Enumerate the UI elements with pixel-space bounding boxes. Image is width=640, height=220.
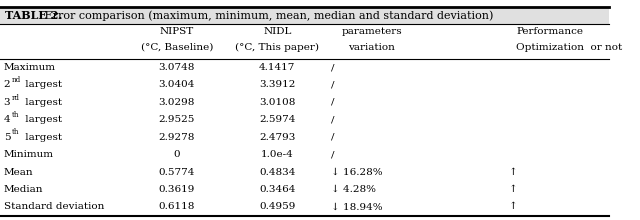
Text: 0.5774: 0.5774 <box>159 168 195 177</box>
Text: 1.0e-4: 1.0e-4 <box>261 150 294 159</box>
Text: rd: rd <box>12 94 20 101</box>
Text: ↑: ↑ <box>509 185 518 194</box>
Text: 3.0298: 3.0298 <box>159 98 195 107</box>
Text: NIPST: NIPST <box>159 27 194 36</box>
Text: Optimization  or not: Optimization or not <box>516 43 623 52</box>
Text: Mean: Mean <box>4 168 33 177</box>
Text: ↑: ↑ <box>509 202 518 211</box>
Bar <box>0 7 609 24</box>
Text: nd: nd <box>12 76 21 84</box>
Text: parameters: parameters <box>341 27 402 36</box>
Text: TABLE 2.: TABLE 2. <box>5 10 62 21</box>
Text: 5: 5 <box>4 133 10 142</box>
Text: /: / <box>331 133 334 142</box>
Text: ↓ 16.28%: ↓ 16.28% <box>331 168 383 177</box>
Text: ↑: ↑ <box>509 168 518 177</box>
Text: Error comparison (maximum, minimum, mean, median and standard deviation): Error comparison (maximum, minimum, mean… <box>42 10 494 21</box>
Text: 2.4793: 2.4793 <box>259 133 296 142</box>
Text: 0.3619: 0.3619 <box>159 185 195 194</box>
Text: ↓ 18.94%: ↓ 18.94% <box>331 202 383 211</box>
Text: 0: 0 <box>173 150 180 159</box>
Text: 2.9525: 2.9525 <box>159 115 195 124</box>
Text: 3.0108: 3.0108 <box>259 98 296 107</box>
Text: /: / <box>331 63 334 72</box>
Text: 0.3464: 0.3464 <box>259 185 296 194</box>
Text: Standard deviation: Standard deviation <box>4 202 104 211</box>
Text: (°C, This paper): (°C, This paper) <box>236 43 319 52</box>
Text: 0.4834: 0.4834 <box>259 168 296 177</box>
Text: 4: 4 <box>4 115 10 124</box>
Text: Minimum: Minimum <box>4 150 54 159</box>
Text: 3.0404: 3.0404 <box>159 81 195 90</box>
Text: NIDL: NIDL <box>263 27 291 36</box>
Text: 2.5974: 2.5974 <box>259 115 296 124</box>
Text: 2: 2 <box>4 81 10 90</box>
Text: 3.3912: 3.3912 <box>259 81 296 90</box>
Text: (°C, Baseline): (°C, Baseline) <box>141 43 213 52</box>
Text: Performance: Performance <box>516 27 584 36</box>
Text: th: th <box>12 128 19 136</box>
Text: Maximum: Maximum <box>4 63 56 72</box>
Text: largest: largest <box>22 115 62 124</box>
Text: Median: Median <box>4 185 43 194</box>
Text: 0.4959: 0.4959 <box>259 202 296 211</box>
Text: /: / <box>331 81 334 90</box>
Text: 0.6118: 0.6118 <box>159 202 195 211</box>
Text: largest: largest <box>22 133 62 142</box>
Text: 3: 3 <box>4 98 10 107</box>
Text: largest: largest <box>22 81 62 90</box>
Text: /: / <box>331 98 334 107</box>
Text: variation: variation <box>348 43 395 52</box>
Text: 4.1417: 4.1417 <box>259 63 296 72</box>
Text: 3.0748: 3.0748 <box>159 63 195 72</box>
Text: largest: largest <box>22 98 62 107</box>
Text: 2.9278: 2.9278 <box>159 133 195 142</box>
Text: /: / <box>331 115 334 124</box>
Text: th: th <box>12 111 19 119</box>
Text: ↓ 4.28%: ↓ 4.28% <box>331 185 376 194</box>
Text: /: / <box>331 150 334 159</box>
